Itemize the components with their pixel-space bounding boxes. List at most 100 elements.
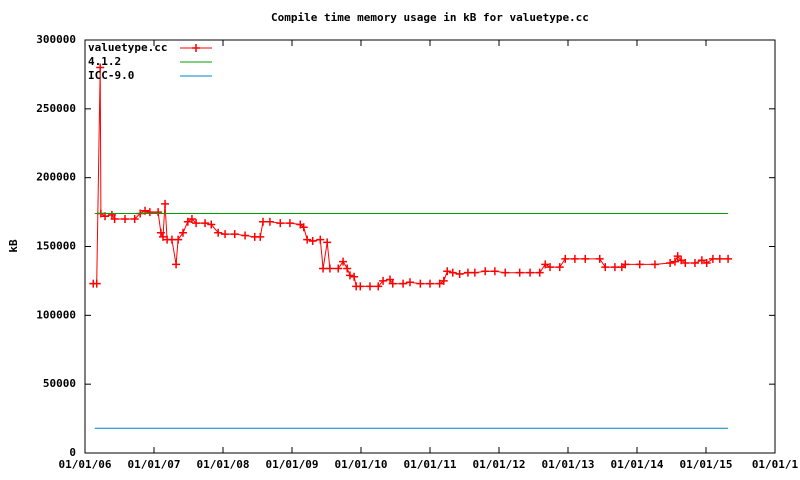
point-marker — [183, 217, 192, 226]
point-marker — [285, 219, 294, 228]
point-marker — [172, 260, 181, 269]
point-marker — [650, 260, 659, 269]
plot-frame — [84, 39, 776, 454]
point-marker — [635, 260, 644, 269]
chart-title: Compile time memory usage in kB for valu… — [271, 11, 589, 24]
point-marker — [345, 271, 354, 280]
point-marker — [610, 263, 619, 272]
point-marker — [443, 267, 452, 276]
point-marker — [207, 220, 216, 229]
y-tick-label: 300000 — [36, 33, 76, 46]
point-marker — [541, 260, 550, 269]
point-marker — [92, 279, 101, 288]
point-marker — [299, 223, 308, 232]
point-marker — [178, 228, 187, 237]
point-marker — [546, 263, 555, 272]
point-marker — [356, 282, 365, 291]
point-marker — [316, 235, 325, 244]
point-marker — [490, 267, 499, 276]
point-marker — [388, 279, 397, 288]
point-marker — [187, 214, 196, 223]
x-tick-label: 01/01/06 — [59, 458, 112, 471]
point-marker — [110, 214, 119, 223]
point-marker — [526, 268, 535, 277]
point-marker — [121, 214, 130, 223]
y-tick-label: 50000 — [43, 377, 76, 390]
point-marker — [214, 228, 223, 237]
point-marker — [670, 257, 679, 266]
point-marker — [221, 230, 230, 239]
y-tick-label: 150000 — [36, 240, 76, 253]
point-marker — [308, 236, 317, 245]
y-tick-label: 250000 — [36, 102, 76, 115]
point-marker — [481, 267, 490, 276]
point-marker — [379, 276, 388, 285]
x-tick-label: 01/01/08 — [197, 458, 250, 471]
point-marker — [470, 268, 479, 277]
point-marker — [455, 270, 464, 279]
point-marker — [385, 275, 394, 284]
point-marker — [323, 238, 332, 247]
point-marker — [724, 254, 733, 263]
point-marker — [174, 235, 183, 244]
point-marker — [463, 268, 472, 277]
point-marker — [677, 256, 686, 265]
legend-label: valuetype.cc — [88, 41, 167, 54]
point-marker — [154, 208, 163, 217]
point-marker — [561, 254, 570, 263]
point-marker — [570, 254, 579, 263]
point-marker — [96, 63, 105, 72]
point-marker — [107, 210, 116, 219]
point-marker — [230, 230, 239, 239]
point-marker — [256, 232, 265, 241]
point-marker — [435, 279, 444, 288]
series-line — [93, 67, 729, 287]
point-marker — [259, 217, 268, 226]
x-tick-label: 01/01/14 — [611, 458, 664, 471]
x-tick-label: 01/01/09 — [266, 458, 319, 471]
y-tick-label: 100000 — [36, 308, 76, 321]
point-marker — [350, 272, 359, 281]
point-marker — [201, 219, 210, 228]
point-marker — [426, 279, 434, 288]
point-marker — [276, 219, 285, 228]
point-marker — [690, 259, 699, 268]
x-tick-label: 01/01/10 — [335, 458, 388, 471]
point-marker — [715, 254, 724, 263]
x-tick-label: 01/01/15 — [680, 458, 733, 471]
point-marker — [343, 264, 352, 273]
point-marker — [555, 263, 564, 272]
x-tick-label: 01/01/13 — [542, 458, 595, 471]
point-marker — [697, 256, 706, 265]
x-tick-label: 01/01/07 — [128, 458, 181, 471]
point-marker — [339, 257, 348, 266]
point-marker — [158, 232, 167, 241]
point-marker — [501, 268, 510, 277]
point-marker — [416, 279, 425, 288]
point-marker — [156, 228, 165, 237]
point-marker — [319, 264, 328, 273]
x-tick-label: 01/01/12 — [473, 458, 526, 471]
legend-label: 4.1.2 — [88, 55, 121, 68]
point-marker — [325, 264, 334, 273]
point-marker — [666, 259, 675, 268]
y-tick-label: 0 — [69, 446, 76, 459]
point-marker — [448, 268, 457, 277]
point-marker — [192, 219, 201, 228]
point-marker — [145, 208, 154, 217]
point-marker — [581, 254, 590, 263]
legend-label: ICC-9.0 — [88, 69, 134, 82]
point-marker — [161, 199, 170, 208]
point-marker — [265, 217, 274, 226]
point-marker — [702, 259, 711, 268]
point-marker — [130, 214, 139, 223]
point-marker — [708, 254, 717, 263]
point-marker — [241, 231, 250, 240]
point-marker — [621, 260, 630, 269]
legend-marker — [192, 44, 200, 52]
point-marker — [365, 282, 374, 291]
point-marker — [515, 268, 524, 277]
point-marker — [334, 264, 343, 273]
point-marker — [399, 279, 408, 288]
